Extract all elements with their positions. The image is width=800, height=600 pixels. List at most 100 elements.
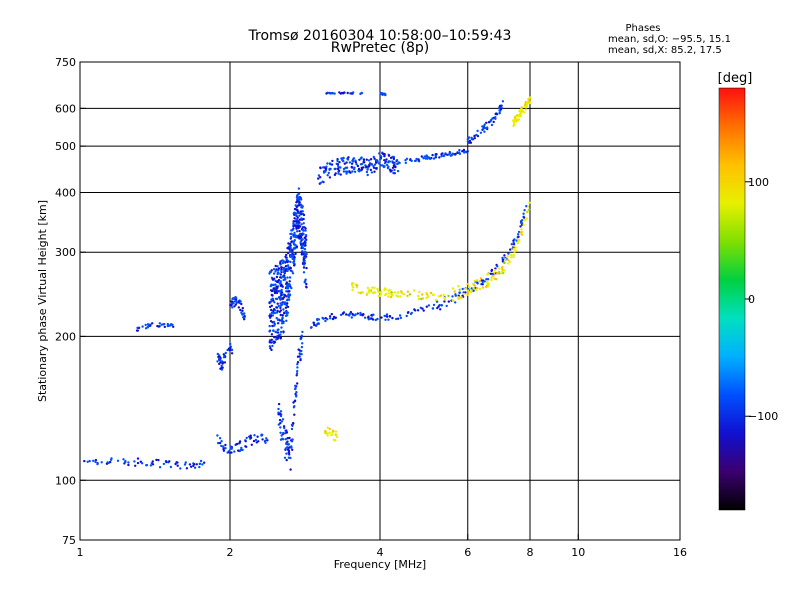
echo-point-o (414, 309, 417, 312)
echo-point-o (432, 303, 436, 307)
echo-point-x (390, 293, 393, 296)
echo-point-o (255, 441, 258, 444)
echo-point-o (294, 243, 297, 247)
echo-point-x (485, 285, 488, 289)
echo-point-x (520, 228, 523, 231)
echo-point-o (226, 348, 229, 352)
echo-point-o (486, 278, 490, 281)
echo-point-o (302, 242, 305, 245)
x-tick-label: 8 (527, 546, 534, 559)
echo-point-o (479, 131, 483, 134)
echo-point-o (292, 421, 295, 425)
echo-point-o (201, 463, 204, 466)
echo-point-o (384, 318, 387, 321)
echo-point-o (404, 161, 407, 165)
echo-point-o (286, 269, 289, 273)
echo-point-o (348, 312, 352, 315)
echo-point-o (354, 161, 358, 164)
echo-point-o (100, 461, 103, 464)
echo-point-o (365, 170, 369, 174)
echo-point-o (366, 168, 369, 171)
echo-point-o (302, 232, 305, 236)
echo-point-o (296, 370, 299, 373)
echo-point-o (277, 304, 280, 308)
echo-point-o (286, 251, 290, 255)
echo-point-o (304, 250, 307, 253)
echo-point-o (299, 358, 302, 362)
echo-point-o (237, 306, 240, 309)
echo-point-x (326, 434, 329, 437)
echo-point-o (275, 306, 279, 309)
echo-point-o (519, 221, 523, 224)
echo-point-o (445, 304, 448, 308)
echo-point-o (339, 166, 342, 169)
echo-point-o (174, 462, 177, 466)
echo-point-o (290, 438, 294, 441)
echo-point-o (279, 262, 282, 265)
echo-point-o (468, 140, 471, 144)
echo-point-o (470, 136, 473, 139)
echo-point-o (237, 300, 240, 304)
echo-point-o (298, 196, 301, 199)
echo-point-o (286, 267, 289, 270)
echo-point-o (331, 317, 335, 321)
echo-point-x (453, 290, 456, 293)
echo-point-o (192, 464, 195, 467)
echo-point-x (490, 278, 493, 282)
echo-point-x (462, 292, 466, 295)
echo-point-x (476, 279, 479, 282)
echo-point-o (304, 239, 307, 242)
echo-point-o (282, 438, 285, 441)
echo-point-o (380, 92, 383, 95)
echo-point-o (295, 196, 299, 199)
echo-point-o (298, 229, 301, 233)
echo-point-o (317, 322, 321, 325)
echo-point-o (94, 458, 98, 462)
echo-point-o (439, 308, 442, 311)
echo-point-o (461, 150, 464, 153)
echo-point-o (342, 160, 345, 163)
echo-point-o (302, 222, 305, 225)
echo-point-o (431, 153, 434, 157)
echo-point-o (281, 418, 285, 421)
echo-point-o (268, 305, 272, 309)
echo-point-o (273, 291, 277, 295)
echo-point-x (406, 294, 409, 298)
echo-point-x (510, 253, 513, 257)
echo-point-x (387, 292, 391, 295)
echo-point-o (296, 366, 299, 369)
echo-point-o (278, 319, 282, 322)
echo-point-o (372, 313, 375, 316)
echo-point-o (423, 155, 426, 158)
echo-point-o (279, 410, 283, 413)
echo-point-o (94, 460, 97, 464)
echo-point-x (406, 290, 410, 293)
echo-point-o (379, 158, 382, 161)
echo-point-o (440, 153, 443, 156)
echo-point-o (217, 441, 220, 445)
echo-point-o (378, 152, 381, 155)
echo-point-o (235, 296, 238, 300)
echo-point-o (288, 290, 291, 293)
echo-point-o (268, 341, 271, 344)
echo-point-o (282, 431, 285, 435)
echo-point-o (420, 155, 423, 158)
echo-point-o (277, 328, 280, 331)
echo-point-o (158, 325, 161, 328)
echo-point-o (322, 317, 325, 320)
echo-point-o (272, 283, 275, 286)
echo-point-o (158, 466, 162, 469)
echo-point-o (298, 218, 302, 221)
echo-point-x (473, 284, 476, 287)
echo-point-o (169, 465, 173, 469)
echo-point-x (518, 109, 521, 113)
echo-point-o (305, 266, 308, 270)
echo-point-o (293, 399, 297, 402)
echo-point-o (233, 305, 236, 308)
echo-point-o (509, 248, 512, 251)
echo-point-o (218, 441, 222, 445)
chart-title: Tromsø 20160304 10:58:00–10:59:43 (248, 28, 512, 44)
echo-point-x (326, 426, 329, 429)
echo-point-o (347, 313, 350, 317)
